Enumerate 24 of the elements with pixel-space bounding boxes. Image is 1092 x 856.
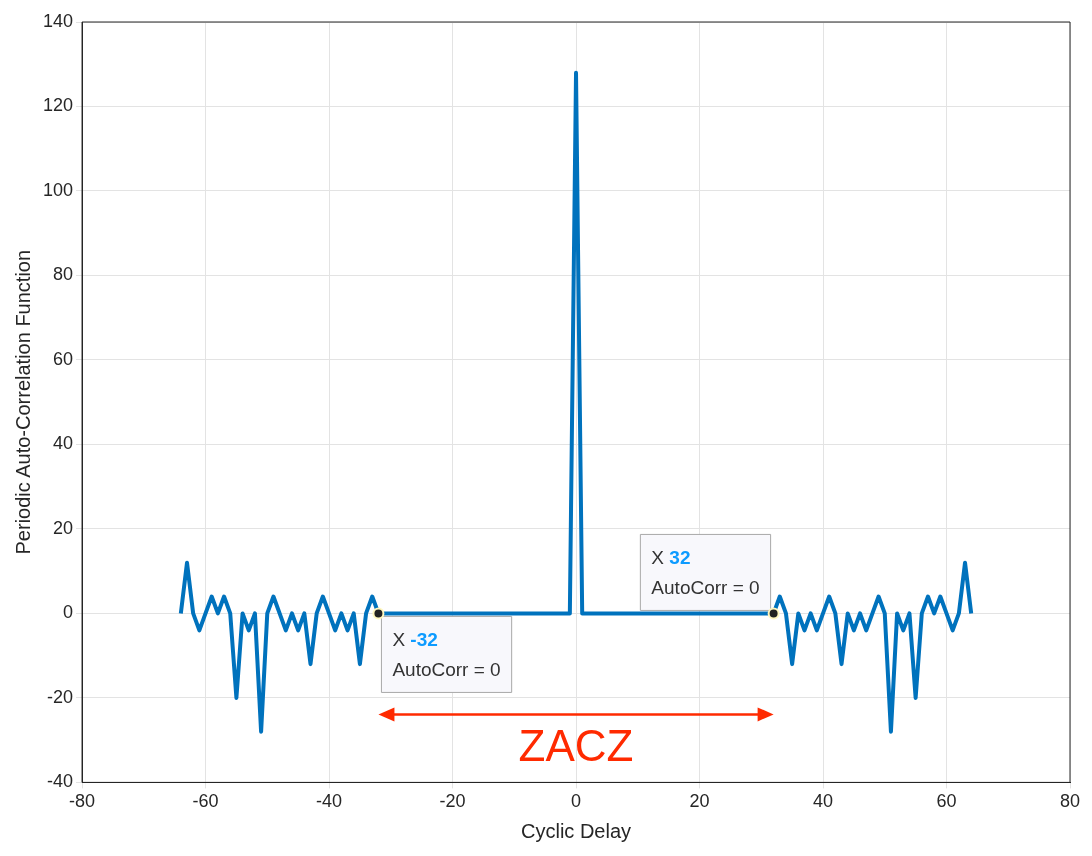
annotation: ZACZ: [518, 720, 634, 770]
x-tick-label: 80: [1059, 791, 1081, 812]
x-tick-label: -60: [192, 791, 219, 812]
y-tick-label: 140: [42, 10, 74, 31]
x-tick-label: 60: [936, 791, 957, 812]
y-tick-label: -20: [47, 686, 74, 707]
x-tick-label: 40: [812, 791, 834, 812]
x-axis-title: Cyclic Delay: [521, 819, 632, 842]
y-tick-label: 60: [53, 348, 74, 369]
y-tick-label: 0: [63, 602, 74, 623]
x-tick-label: -20: [439, 791, 466, 812]
y-tick-label: 120: [42, 95, 74, 116]
annotation: X 32 AutoCorr = 0: [651, 546, 760, 598]
y-tick-label: 100: [42, 179, 74, 200]
annotation: X -32 AutoCorr = 0: [392, 628, 501, 680]
x-tick-label: -80: [69, 791, 96, 812]
y-tick-label: 80: [53, 264, 74, 285]
x-tick-label: 20: [689, 791, 710, 812]
x-tick-label: 0: [571, 791, 582, 812]
y-tick-label: 40: [53, 433, 74, 454]
y-tick-label: -40: [47, 771, 74, 792]
y-tick-label: 20: [53, 517, 74, 538]
y-axis-title: Periodic Auto-Correlation Function: [11, 249, 34, 555]
x-tick-label: -40: [316, 791, 343, 812]
